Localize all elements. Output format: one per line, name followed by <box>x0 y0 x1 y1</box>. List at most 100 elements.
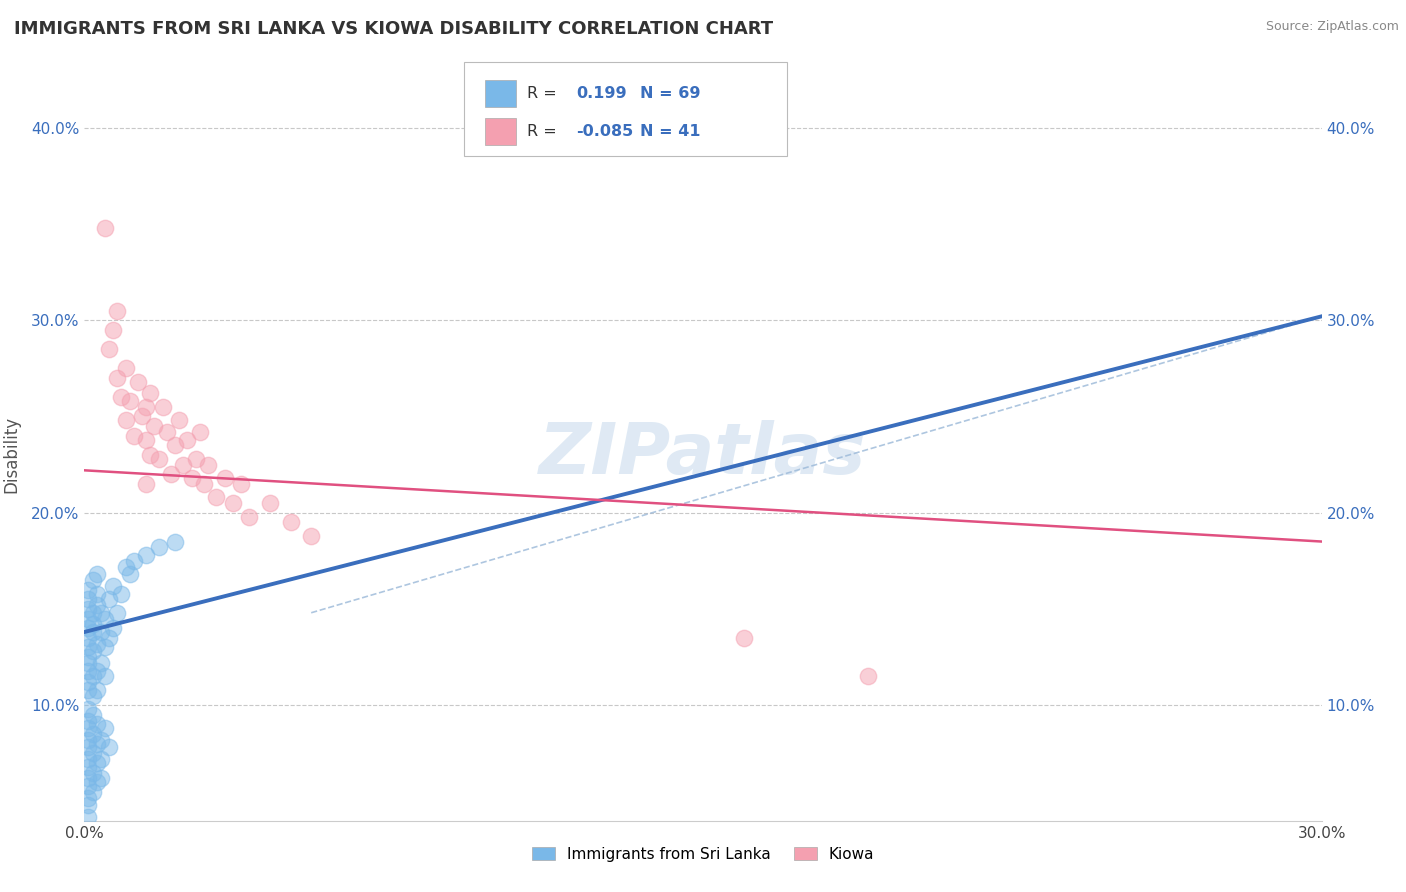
Point <box>118 567 141 582</box>
Point <box>205 490 228 504</box>
Text: R =: R = <box>527 124 562 138</box>
Point <box>77 675 100 690</box>
Point <box>259 496 281 510</box>
Point <box>167 413 190 427</box>
Point <box>222 496 245 510</box>
Point <box>122 428 145 442</box>
Point <box>165 534 187 549</box>
Point <box>77 714 100 728</box>
Point <box>98 592 121 607</box>
Point <box>77 592 100 607</box>
Point <box>86 598 108 612</box>
Point <box>77 760 100 774</box>
Text: R =: R = <box>527 87 562 101</box>
Point <box>238 509 260 524</box>
Point <box>86 567 108 582</box>
Point <box>156 425 179 439</box>
Point <box>103 579 125 593</box>
Point <box>280 516 302 530</box>
Point <box>94 220 117 235</box>
Point <box>197 458 219 472</box>
Point <box>82 689 104 703</box>
Point <box>135 548 157 562</box>
Point <box>90 772 112 786</box>
Point <box>82 644 104 658</box>
Point <box>86 756 108 770</box>
Point <box>214 471 236 485</box>
Point <box>86 737 108 751</box>
Point <box>135 400 157 414</box>
Point <box>110 586 132 600</box>
Point <box>176 433 198 447</box>
Point <box>193 476 215 491</box>
Point <box>77 772 100 786</box>
Point <box>86 717 108 731</box>
Point <box>122 554 145 568</box>
Text: IMMIGRANTS FROM SRI LANKA VS KIOWA DISABILITY CORRELATION CHART: IMMIGRANTS FROM SRI LANKA VS KIOWA DISAB… <box>14 20 773 37</box>
Point <box>82 765 104 780</box>
Point <box>77 640 100 655</box>
Point <box>77 611 100 625</box>
Point <box>98 631 121 645</box>
Point <box>94 721 117 735</box>
Point <box>114 559 136 574</box>
Point <box>299 529 322 543</box>
Point <box>90 752 112 766</box>
Point <box>94 611 117 625</box>
Point <box>82 727 104 741</box>
Point <box>98 740 121 755</box>
Point <box>77 702 100 716</box>
Point <box>77 810 100 824</box>
Point <box>82 606 104 620</box>
Point <box>139 448 162 462</box>
Y-axis label: Disability: Disability <box>1 417 20 493</box>
Text: N = 69: N = 69 <box>640 87 700 101</box>
Point <box>77 631 100 645</box>
Point <box>77 664 100 678</box>
Point <box>184 451 207 466</box>
Point <box>77 752 100 766</box>
Point <box>135 433 157 447</box>
Point <box>82 573 104 587</box>
Point <box>86 775 108 789</box>
Point <box>90 625 112 640</box>
Point <box>733 631 755 645</box>
Point <box>105 303 128 318</box>
Point <box>90 656 112 670</box>
Point <box>856 669 879 683</box>
Point <box>86 664 108 678</box>
Point <box>90 732 112 747</box>
Point <box>188 425 211 439</box>
Point <box>114 361 136 376</box>
Point <box>86 636 108 650</box>
Point <box>131 409 153 424</box>
Point <box>82 746 104 760</box>
Point <box>114 413 136 427</box>
Point <box>180 471 202 485</box>
Point <box>135 476 157 491</box>
Point <box>118 394 141 409</box>
Point <box>77 779 100 793</box>
Text: ZIPatlas: ZIPatlas <box>540 420 866 490</box>
Point <box>165 438 187 452</box>
Point <box>77 582 100 597</box>
Point <box>148 451 170 466</box>
Point <box>77 602 100 616</box>
Point <box>77 740 100 755</box>
Point <box>172 458 194 472</box>
Text: -0.085: -0.085 <box>576 124 634 138</box>
Point <box>105 606 128 620</box>
Point <box>77 798 100 813</box>
Point <box>139 386 162 401</box>
Point <box>103 621 125 635</box>
Point <box>152 400 174 414</box>
Legend: Immigrants from Sri Lanka, Kiowa: Immigrants from Sri Lanka, Kiowa <box>526 840 880 868</box>
Point <box>90 606 112 620</box>
Point <box>105 371 128 385</box>
Point <box>82 707 104 722</box>
Point <box>77 682 100 697</box>
Point <box>82 625 104 640</box>
Point <box>86 586 108 600</box>
Point <box>77 650 100 665</box>
Point <box>82 669 104 683</box>
